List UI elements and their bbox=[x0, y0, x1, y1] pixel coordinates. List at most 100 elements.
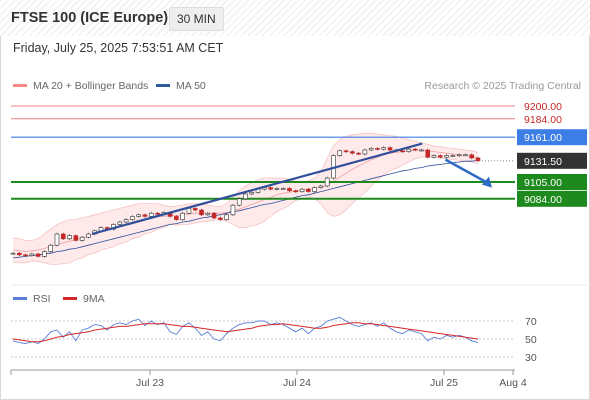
level-tag-pivot bbox=[517, 129, 587, 146]
candle-body bbox=[274, 188, 280, 190]
legend-9ma: 9MA bbox=[63, 293, 105, 305]
x-tick-label: Jul 23 bbox=[136, 377, 164, 389]
bollinger-lower-line bbox=[12, 156, 479, 265]
x-tick-label: Jul 25 bbox=[430, 377, 458, 389]
rsi-tick-label: 70 bbox=[525, 316, 537, 328]
candle-body bbox=[318, 185, 324, 188]
level-label-resistance-1: 9184.00 bbox=[524, 114, 562, 126]
candle-body bbox=[16, 252, 22, 256]
candle-body bbox=[343, 150, 349, 153]
candle-body bbox=[406, 148, 412, 152]
candle-body bbox=[236, 198, 242, 206]
candle-body bbox=[280, 188, 286, 190]
candle-body bbox=[293, 190, 299, 193]
candle-body bbox=[42, 251, 47, 257]
timestamp: Friday, July 25, 2025 7:53:51 AM CET bbox=[13, 41, 224, 55]
legend-ma50: MA 50 bbox=[156, 80, 206, 92]
candle-body bbox=[375, 148, 380, 150]
level-label-pivot: 9161.00 bbox=[524, 132, 562, 144]
candle-body bbox=[142, 214, 148, 217]
timeframe-badge[interactable]: 30 MIN bbox=[169, 7, 224, 31]
candle-body bbox=[419, 149, 424, 152]
candle-body bbox=[350, 151, 355, 154]
legend-rsi-label: RSI bbox=[33, 293, 51, 305]
candle-body bbox=[192, 208, 198, 211]
candle-body bbox=[312, 187, 317, 192]
legend-bollinger-label: MA 20 + Bollinger Bands bbox=[33, 80, 149, 92]
candle-body bbox=[287, 188, 292, 192]
candle-body bbox=[60, 233, 66, 240]
candle-body bbox=[400, 150, 405, 153]
candle-body bbox=[299, 188, 305, 192]
bollinger-swatch bbox=[13, 83, 27, 87]
candle-body bbox=[54, 233, 60, 246]
ma9-swatch bbox=[63, 296, 77, 300]
candle-body bbox=[249, 192, 255, 195]
level-tag-last-price bbox=[517, 152, 587, 169]
candle-body bbox=[463, 154, 468, 157]
candle-body bbox=[23, 254, 28, 257]
level-tag-support-2 bbox=[517, 190, 587, 207]
level-label-last-price: 9131.50 bbox=[524, 156, 562, 168]
candle-body bbox=[425, 149, 431, 158]
rsi-line bbox=[12, 316, 479, 344]
candle-body bbox=[475, 157, 481, 162]
instrument-title: FTSE 100 (ICE Europe) bbox=[11, 10, 169, 26]
candle-body bbox=[48, 244, 54, 252]
candle-body bbox=[205, 212, 211, 216]
level-tag-support-1 bbox=[517, 174, 587, 190]
legend-rsi: RSI bbox=[13, 293, 51, 305]
candle-body bbox=[368, 148, 374, 151]
ma50-swatch bbox=[156, 83, 170, 87]
candle-body bbox=[431, 155, 437, 158]
legend-bollinger: MA 20 + Bollinger Bands bbox=[13, 80, 148, 92]
candle-body bbox=[444, 155, 449, 158]
candle-body bbox=[324, 177, 330, 187]
candle-body bbox=[117, 221, 123, 225]
candle-body bbox=[155, 212, 160, 215]
forecast-arrow-head bbox=[481, 176, 492, 188]
rsi-tick-label: 30 bbox=[525, 352, 537, 364]
candle-body bbox=[412, 148, 418, 151]
candle-body bbox=[218, 217, 223, 220]
ma50-line bbox=[12, 160, 479, 259]
header-band bbox=[0, 0, 590, 36]
candle-body bbox=[174, 216, 179, 220]
rsi-swatch bbox=[13, 296, 27, 300]
legend-9ma-label: 9MA bbox=[83, 293, 105, 305]
candle-body bbox=[148, 212, 154, 217]
rsi-tick-label: 50 bbox=[525, 334, 537, 346]
candle-body bbox=[180, 212, 185, 220]
candle-body bbox=[10, 252, 16, 255]
candle-body bbox=[67, 235, 72, 240]
candle-body bbox=[337, 150, 343, 156]
candle-body bbox=[199, 209, 204, 216]
level-label-support-1: 9105.00 bbox=[524, 177, 562, 189]
candle-body bbox=[362, 149, 368, 155]
x-tick-label: Aug 4 bbox=[499, 377, 527, 389]
forecast-arrow-shaft bbox=[444, 158, 490, 185]
copyright-text: Research © 2025 Trading Central bbox=[424, 80, 581, 92]
candle-body bbox=[356, 152, 361, 155]
legend-ma50-label: MA 50 bbox=[176, 80, 206, 92]
candle-body bbox=[268, 187, 273, 190]
candle-body bbox=[306, 188, 311, 192]
candle-body bbox=[381, 147, 387, 150]
candle-body bbox=[450, 155, 456, 157]
candle-body bbox=[243, 193, 248, 200]
candle-body bbox=[136, 214, 141, 217]
level-label-resistance-2: 9200.00 bbox=[524, 101, 562, 113]
candle-body bbox=[224, 214, 229, 220]
level-label-support-2: 9084.00 bbox=[524, 194, 562, 206]
candle-body bbox=[469, 154, 475, 159]
trendline bbox=[91, 142, 423, 236]
candle-body bbox=[456, 154, 462, 157]
candle-body bbox=[35, 253, 41, 257]
x-tick-label: Jul 24 bbox=[283, 377, 311, 389]
candle-body bbox=[79, 236, 85, 241]
candle-body bbox=[437, 155, 443, 158]
candle-body bbox=[86, 233, 91, 238]
candle-body bbox=[211, 212, 217, 219]
rsi-9ma-line bbox=[12, 322, 479, 343]
